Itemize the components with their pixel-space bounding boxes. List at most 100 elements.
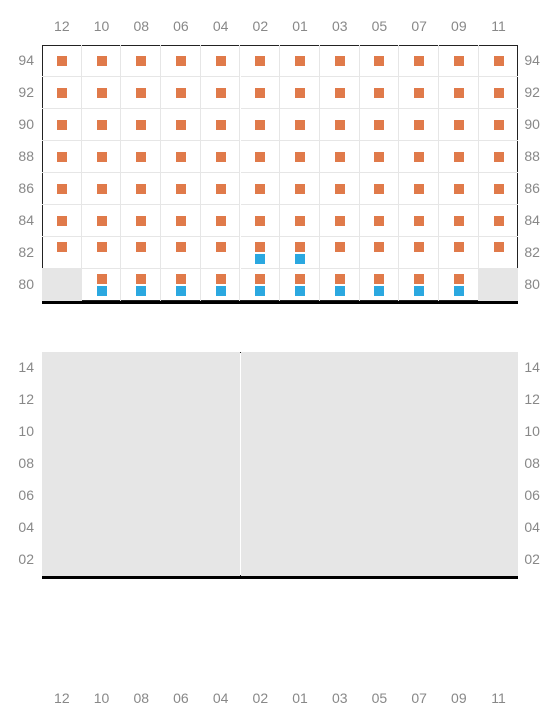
marker-orange[interactable] [454,242,464,252]
cell[interactable] [439,512,479,544]
marker-orange[interactable] [216,88,226,98]
cell[interactable] [42,480,82,512]
cell[interactable] [479,448,519,480]
marker-orange[interactable] [295,152,305,162]
cell[interactable] [439,448,479,480]
marker-orange[interactable] [176,242,186,252]
cell[interactable] [399,512,439,544]
marker-orange[interactable] [255,120,265,130]
cell[interactable] [280,448,320,480]
cell[interactable] [360,448,400,480]
cell[interactable] [121,416,161,448]
cell[interactable] [161,512,201,544]
marker-blue[interactable] [216,286,226,296]
cell[interactable] [201,416,241,448]
marker-orange[interactable] [136,56,146,66]
cell[interactable] [399,448,439,480]
marker-orange[interactable] [255,274,265,284]
marker-orange[interactable] [97,56,107,66]
marker-orange[interactable] [454,152,464,162]
marker-orange[interactable] [216,120,226,130]
marker-orange[interactable] [97,120,107,130]
marker-blue[interactable] [335,286,345,296]
cell[interactable] [241,384,281,416]
marker-orange[interactable] [57,216,67,226]
marker-orange[interactable] [136,120,146,130]
cell[interactable] [399,480,439,512]
cell[interactable] [320,448,360,480]
marker-orange[interactable] [494,152,504,162]
cell[interactable] [320,512,360,544]
cell[interactable] [201,448,241,480]
cell[interactable] [161,416,201,448]
cell[interactable] [320,544,360,576]
cell[interactable] [399,544,439,576]
marker-orange[interactable] [454,120,464,130]
marker-orange[interactable] [295,184,305,194]
cell[interactable] [360,352,400,384]
cell[interactable] [479,480,519,512]
marker-orange[interactable] [176,216,186,226]
cell[interactable] [280,352,320,384]
marker-orange[interactable] [374,56,384,66]
marker-orange[interactable] [97,184,107,194]
marker-orange[interactable] [216,216,226,226]
marker-orange[interactable] [216,56,226,66]
cell[interactable] [121,448,161,480]
marker-orange[interactable] [255,242,265,252]
marker-orange[interactable] [414,216,424,226]
cell[interactable] [42,352,82,384]
cell[interactable] [201,544,241,576]
cell[interactable] [479,416,519,448]
cell[interactable] [121,512,161,544]
marker-orange[interactable] [255,216,265,226]
cell[interactable] [360,416,400,448]
marker-orange[interactable] [335,216,345,226]
marker-orange[interactable] [255,56,265,66]
marker-orange[interactable] [295,56,305,66]
marker-orange[interactable] [176,184,186,194]
marker-orange[interactable] [454,88,464,98]
marker-orange[interactable] [335,274,345,284]
marker-orange[interactable] [295,242,305,252]
cell[interactable] [439,352,479,384]
cell[interactable] [280,544,320,576]
marker-blue[interactable] [97,286,107,296]
marker-orange[interactable] [494,120,504,130]
cell[interactable] [360,512,400,544]
cell[interactable] [82,544,122,576]
marker-orange[interactable] [494,216,504,226]
marker-orange[interactable] [374,242,384,252]
cell[interactable] [201,352,241,384]
marker-orange[interactable] [335,88,345,98]
cell[interactable] [42,384,82,416]
cell[interactable] [82,352,122,384]
cell[interactable] [320,352,360,384]
marker-orange[interactable] [335,184,345,194]
marker-orange[interactable] [374,216,384,226]
cell[interactable] [82,512,122,544]
cell[interactable] [42,416,82,448]
marker-orange[interactable] [57,242,67,252]
cell[interactable] [320,416,360,448]
marker-orange[interactable] [374,120,384,130]
cell[interactable] [82,416,122,448]
marker-orange[interactable] [136,88,146,98]
cell[interactable] [280,480,320,512]
marker-orange[interactable] [335,152,345,162]
marker-orange[interactable] [454,184,464,194]
cell[interactable] [360,384,400,416]
cell[interactable] [241,480,281,512]
marker-orange[interactable] [374,184,384,194]
marker-orange[interactable] [374,274,384,284]
cell[interactable] [201,480,241,512]
cell[interactable] [479,269,519,301]
marker-orange[interactable] [494,184,504,194]
cell[interactable] [479,544,519,576]
marker-orange[interactable] [136,242,146,252]
marker-orange[interactable] [414,120,424,130]
marker-blue[interactable] [255,286,265,296]
marker-orange[interactable] [494,88,504,98]
cell[interactable] [241,544,281,576]
marker-orange[interactable] [97,274,107,284]
